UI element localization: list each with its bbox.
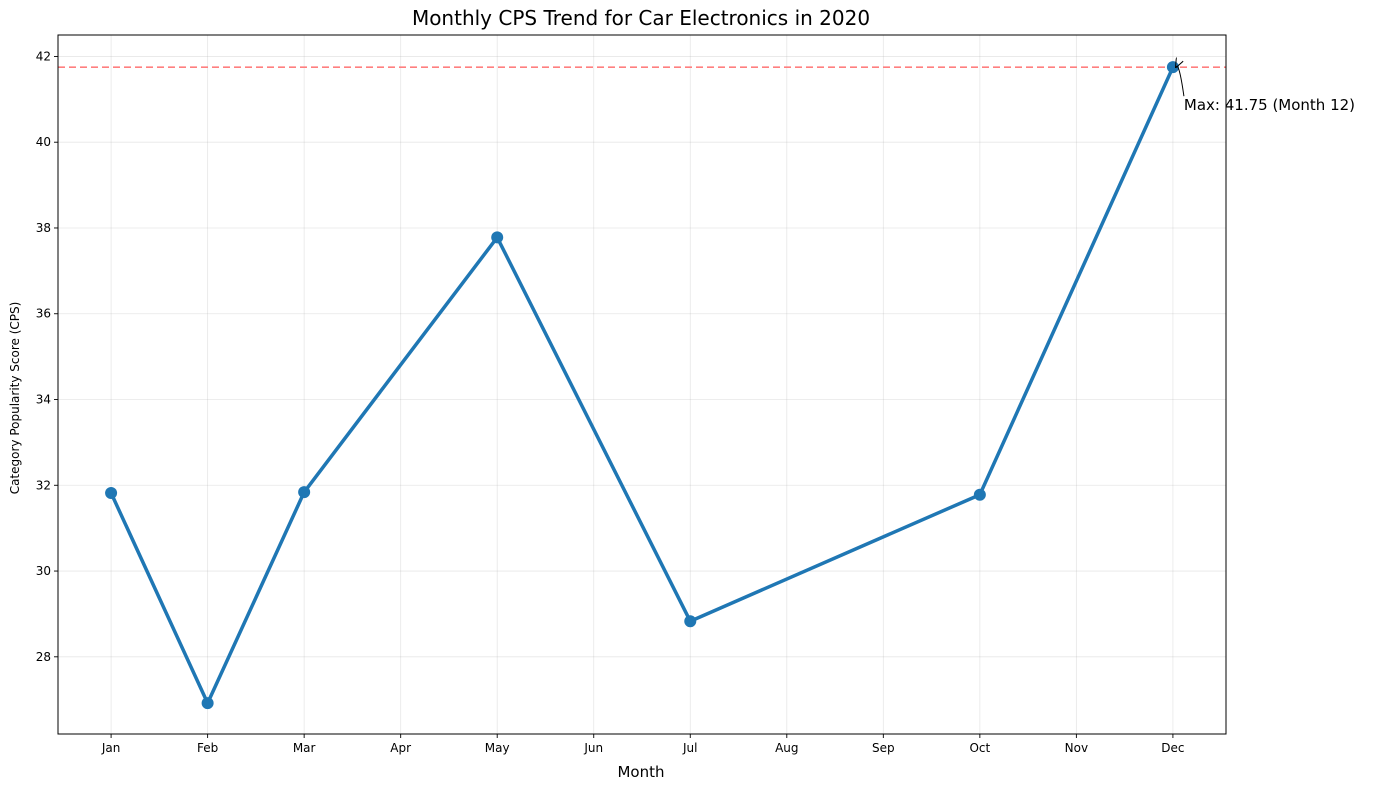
x-tick-label: Dec xyxy=(1161,741,1184,755)
data-point xyxy=(684,615,697,628)
grid xyxy=(58,35,1226,734)
data-point xyxy=(1166,61,1179,74)
y-tick-label: 40 xyxy=(36,135,51,149)
data-point xyxy=(105,486,118,499)
plot-frame xyxy=(57,34,1227,735)
x-axis-ticks: Jan Feb Mar Apr May Jun Jul Aug Sep Oct Nov Dec xyxy=(101,734,1185,755)
data-point xyxy=(973,488,986,501)
data-point xyxy=(491,231,504,244)
chart-title: Monthly CPS Trend for Car Electronics in… xyxy=(412,6,870,30)
x-tick-label: Aug xyxy=(775,741,798,755)
x-tick-label: May xyxy=(485,741,510,755)
x-tick-label: Jul xyxy=(682,741,697,755)
y-tick-label: 32 xyxy=(36,478,51,492)
x-tick-label: Apr xyxy=(390,741,411,755)
max-annotation: Max: 41.75 (Month 12) xyxy=(1176,66,1355,114)
x-tick-label: Mar xyxy=(293,741,316,755)
y-axis-label: Category Popularity Score (CPS) xyxy=(8,302,22,495)
y-tick-label: 36 xyxy=(36,307,51,321)
x-tick-label: Sep xyxy=(872,741,895,755)
x-axis-label: Month xyxy=(617,763,664,781)
y-axis-ticks: 28 30 32 34 36 38 40 42 xyxy=(36,49,58,664)
series-line xyxy=(109,65,1175,705)
x-tick-label: Jun xyxy=(583,741,603,755)
cps-series xyxy=(105,61,1179,710)
y-tick-label: 42 xyxy=(36,49,51,63)
x-tick-label: Oct xyxy=(969,741,990,755)
data-point xyxy=(201,697,214,710)
annotation-text: Max: 41.75 (Month 12) xyxy=(1184,96,1355,114)
x-tick-label: Jan xyxy=(101,741,121,755)
y-tick-label: 30 xyxy=(36,564,51,578)
data-point xyxy=(298,486,311,499)
y-tick-label: 34 xyxy=(36,393,51,407)
x-tick-label: Nov xyxy=(1065,741,1088,755)
x-tick-label: Feb xyxy=(197,741,218,755)
y-tick-label: 38 xyxy=(36,221,51,235)
annotation-arrow xyxy=(1176,66,1185,97)
y-tick-label: 28 xyxy=(36,650,51,664)
